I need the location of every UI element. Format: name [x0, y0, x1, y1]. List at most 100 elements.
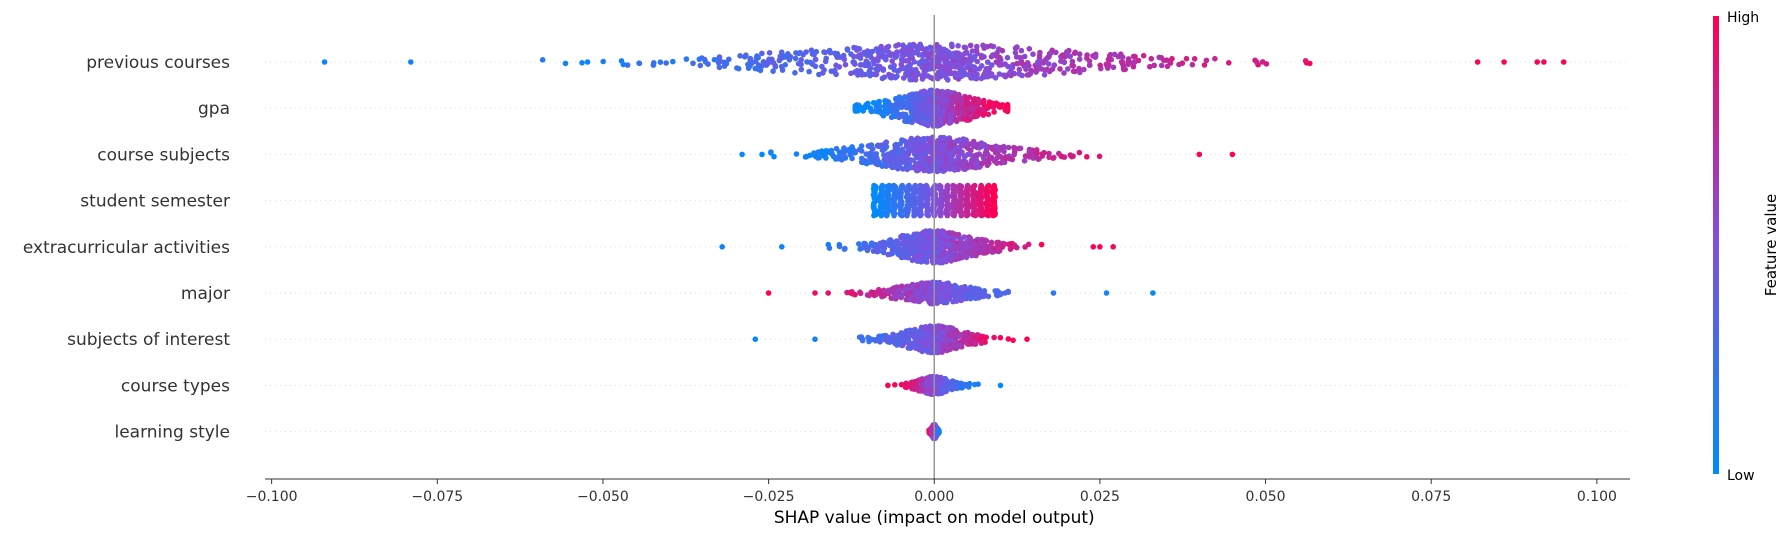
- shap-point: [919, 138, 926, 144]
- shap-point: [1135, 57, 1142, 64]
- shap-point: [948, 89, 955, 96]
- shap-point: [935, 88, 942, 95]
- shap-point: [994, 155, 1000, 161]
- shap-point: [1070, 153, 1076, 159]
- shap-point: [719, 244, 725, 250]
- shap-point: [992, 149, 999, 156]
- shap-point: [954, 51, 960, 58]
- shap-point: [976, 66, 983, 72]
- shap-point: [947, 119, 954, 125]
- shap-point: [779, 244, 785, 250]
- shap-point: [636, 60, 642, 66]
- shap-point: [539, 57, 546, 63]
- feature-label: subjects of interest: [67, 330, 230, 350]
- shap-point: [927, 44, 933, 51]
- shap-point: [861, 244, 867, 251]
- shap-point: [898, 61, 904, 68]
- shap-point: [1069, 58, 1076, 65]
- shap-point: [904, 64, 911, 70]
- shap-point: [1087, 62, 1093, 68]
- shap-point: [964, 145, 971, 151]
- shap-point: [961, 141, 967, 148]
- shap-point: [1002, 156, 1009, 162]
- shap-point: [858, 143, 865, 149]
- shap-point: [925, 212, 932, 219]
- shap-point: [1119, 54, 1126, 60]
- shap-point: [813, 48, 820, 55]
- shap-point: [1005, 336, 1012, 342]
- shap-point: [939, 240, 945, 246]
- shap-point: [950, 298, 956, 305]
- shap-point: [978, 334, 985, 341]
- shap-point: [909, 385, 915, 391]
- shap-point: [899, 332, 906, 339]
- shap-point: [935, 63, 941, 69]
- shap-point: [1034, 150, 1040, 156]
- shap-point: [951, 212, 957, 219]
- shap-point: [915, 284, 921, 290]
- shap-point: [1008, 68, 1014, 75]
- shap-point: [885, 382, 891, 389]
- shap-point: [778, 63, 785, 70]
- shap-point: [923, 347, 930, 353]
- shap-point: [892, 335, 898, 342]
- shap-point: [927, 61, 933, 67]
- shap-point: [882, 146, 888, 152]
- x-tick-label: 0.025: [1080, 489, 1120, 505]
- shap-point: [947, 112, 954, 118]
- shap-point: [968, 331, 974, 338]
- shap-point: [1008, 72, 1014, 79]
- shap-point: [812, 56, 819, 63]
- shap-point: [956, 342, 963, 348]
- x-tick-label: 0.100: [1577, 489, 1617, 505]
- shap-point: [958, 380, 964, 387]
- shap-point: [879, 163, 886, 169]
- shap-point: [914, 141, 921, 147]
- shap-point: [917, 95, 924, 101]
- shap-point: [883, 212, 890, 219]
- shap-point: [1307, 60, 1313, 67]
- shap-point: [912, 328, 918, 334]
- shap-point: [1039, 151, 1046, 157]
- shap-point: [1005, 144, 1012, 151]
- shap-point: [1164, 63, 1171, 70]
- shap-point: [871, 212, 877, 219]
- shap-point: [971, 97, 977, 103]
- shap-point: [1474, 59, 1481, 65]
- shap-point: [925, 144, 932, 150]
- shap-point: [1001, 241, 1008, 247]
- shap-point: [963, 49, 970, 56]
- shap-point: [1302, 58, 1309, 64]
- shap-point: [1189, 61, 1196, 68]
- shap-point: [1140, 52, 1147, 59]
- shap-point: [1036, 53, 1043, 59]
- feature-points-8: [926, 421, 942, 442]
- shap-point: [933, 250, 940, 256]
- shap-point: [922, 116, 929, 123]
- shap-point: [895, 42, 902, 48]
- shap-point: [892, 54, 899, 60]
- shap-point: [924, 259, 930, 265]
- shap-point: [670, 58, 676, 65]
- shap-point: [690, 60, 696, 67]
- shap-point: [890, 164, 896, 170]
- shap-point: [579, 60, 585, 66]
- shap-point: [1051, 154, 1057, 161]
- shap-point: [997, 291, 1004, 298]
- shap-point: [816, 71, 822, 78]
- shap-point: [1072, 49, 1078, 56]
- shap-point: [885, 49, 892, 55]
- shap-point: [735, 65, 742, 72]
- shap-point: [739, 151, 745, 158]
- shap-point: [900, 46, 907, 53]
- shap-point: [723, 60, 730, 67]
- shap-point: [943, 387, 950, 394]
- shap-point: [1059, 153, 1065, 160]
- shap-point: [959, 52, 966, 58]
- shap-point: [918, 339, 924, 345]
- shap-point: [969, 140, 976, 147]
- shap-point: [759, 50, 765, 57]
- shap-point: [828, 150, 834, 156]
